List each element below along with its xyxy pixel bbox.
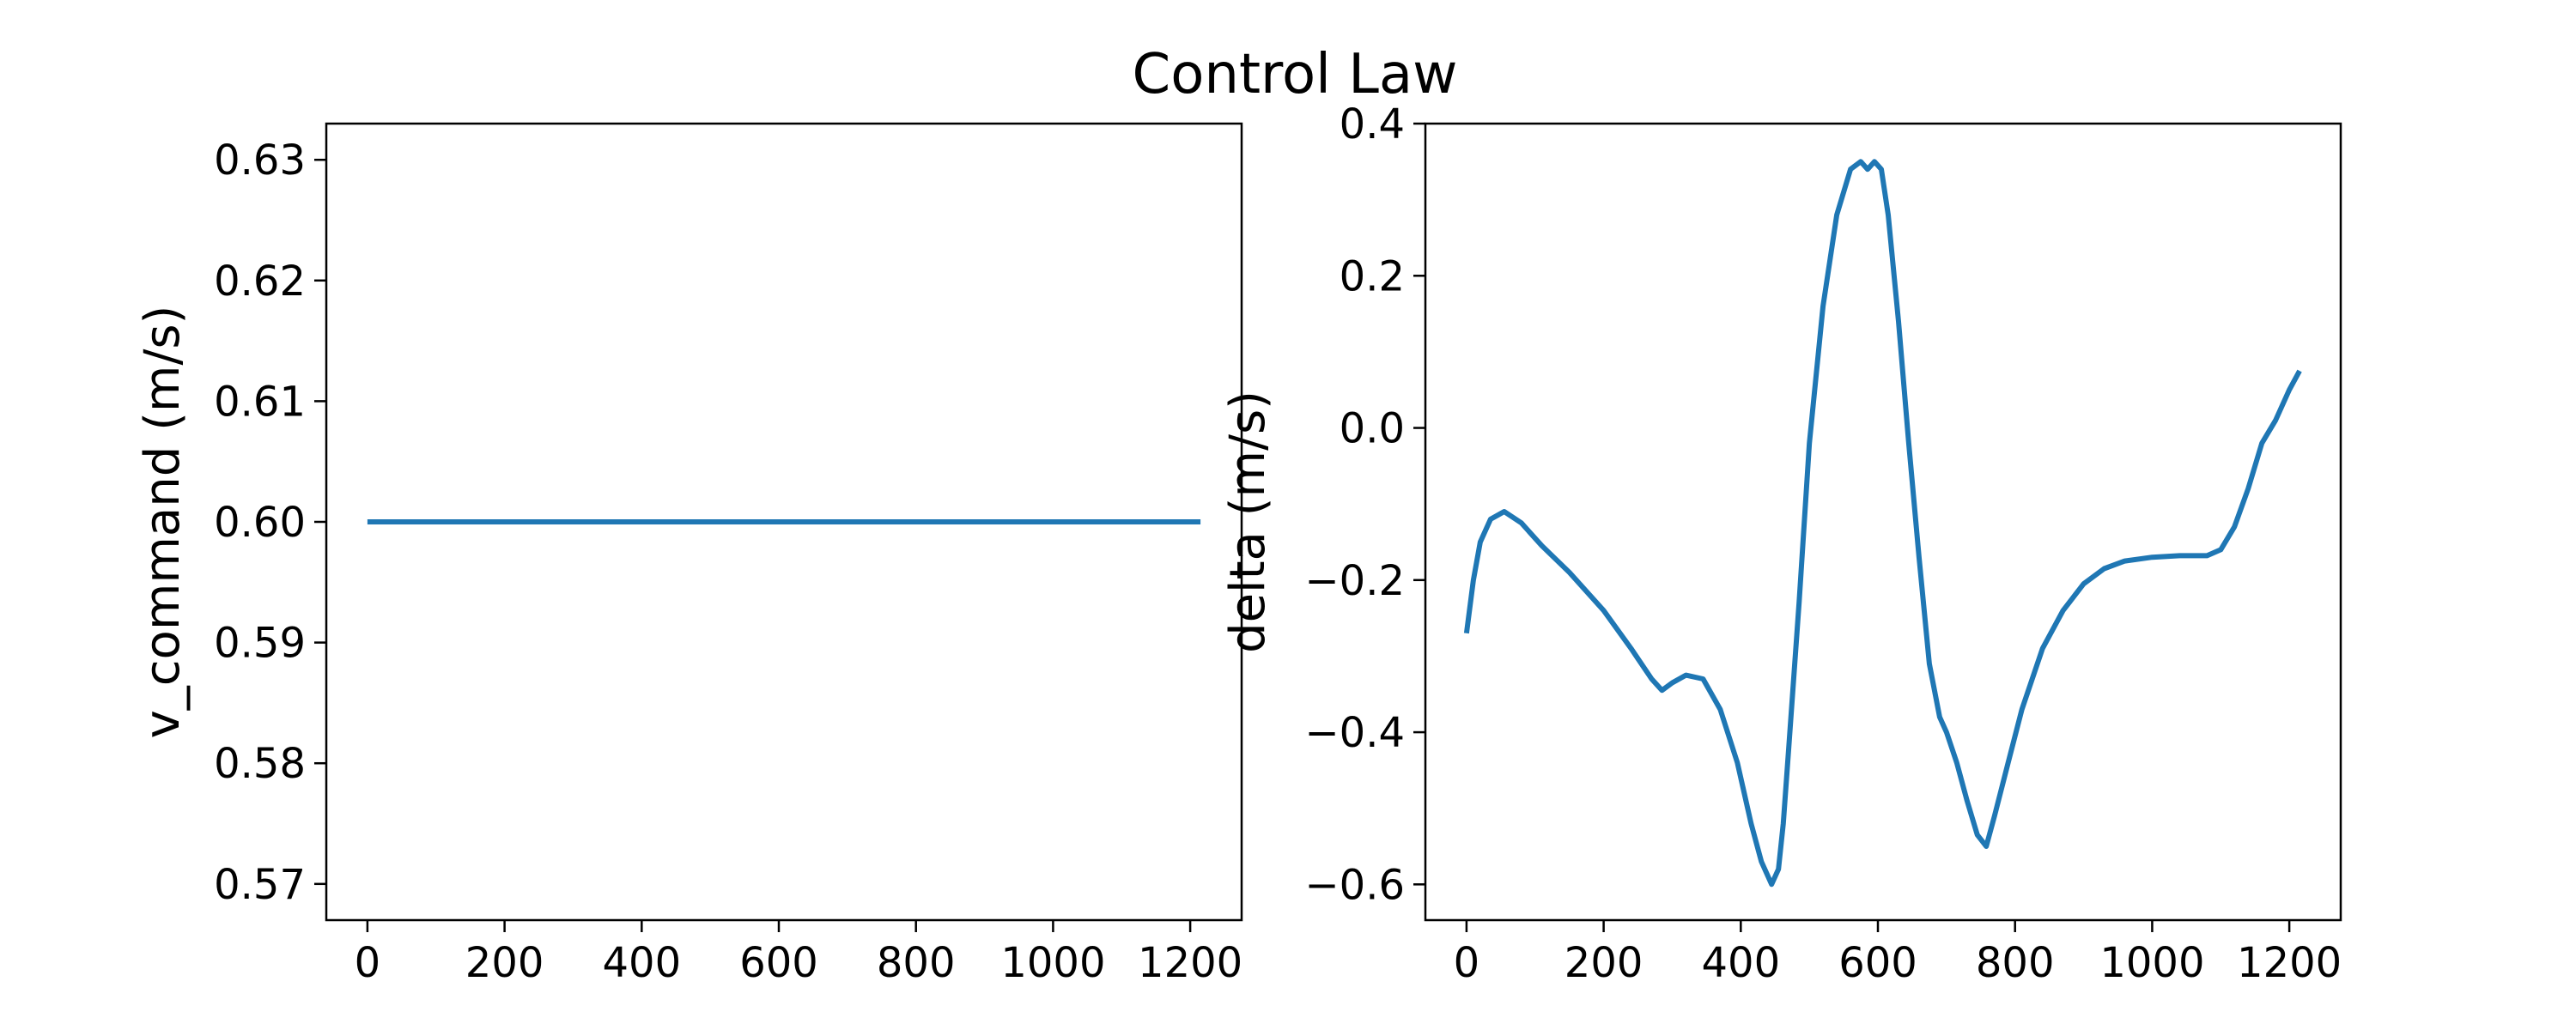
right-series-line-0 <box>1463 159 2302 888</box>
right-x-ticks: 0 200 400 600 800 1000 1200 <box>1454 920 2342 987</box>
right-y-tick-label: −0.6 <box>1304 861 1405 909</box>
right-y-tick-label: 0.4 <box>1340 100 1405 148</box>
right-y-tick-label: 0.2 <box>1340 252 1405 300</box>
left-y-tick-label: 0.63 <box>214 136 306 185</box>
right-x-tick-label: 1000 <box>2099 939 2204 987</box>
left-x-tick-label: 400 <box>602 939 681 987</box>
left-x-tick-label: 600 <box>739 939 818 987</box>
left-y-tick-label: 0.60 <box>214 499 306 547</box>
left-x-tick-label: 200 <box>465 939 544 987</box>
left-y-tick-label: 0.62 <box>214 258 306 306</box>
left-x-tick-label: 800 <box>877 939 956 987</box>
right-panel: 0 200 400 600 800 1000 1200 −0.6 −0.4 −0.2 0.0 0.2… <box>1220 100 2342 987</box>
right-x-tick-label: 800 <box>1976 939 2055 987</box>
left-y-tick-label: 0.61 <box>214 378 306 426</box>
left-y-axis-label: v_command (m/s) <box>135 306 191 739</box>
left-y-tick-label: 0.57 <box>214 861 306 909</box>
left-y-ticks: 0.57 0.58 0.59 0.60 0.61 0.62 0.63 <box>214 136 326 909</box>
left-x-ticks: 0 200 400 600 800 1000 1200 <box>355 920 1242 987</box>
right-x-tick-label: 1200 <box>2237 939 2342 987</box>
right-plot-area <box>1463 159 2302 888</box>
left-x-tick-label: 0 <box>355 939 381 987</box>
right-y-tick-label: −0.2 <box>1304 557 1405 605</box>
right-y-axis-label: delta (m/s) <box>1220 391 1276 653</box>
right-x-tick-label: 400 <box>1701 939 1780 987</box>
right-y-tick-label: −0.4 <box>1304 709 1405 757</box>
left-y-tick-label: 0.59 <box>214 620 306 668</box>
figure-title: Control Law <box>1133 43 1458 106</box>
right-x-tick-label: 0 <box>1454 939 1480 987</box>
right-x-tick-label: 200 <box>1564 939 1643 987</box>
right-axes-frame <box>1424 122 2342 922</box>
left-panel: 0 200 400 600 800 1000 1200 0.570.580.590.600.… <box>135 122 1243 987</box>
left-y-tick-label: 0.58 <box>214 740 306 788</box>
right-x-tick-label: 600 <box>1838 939 1917 987</box>
left-x-tick-label: 1000 <box>1000 939 1105 987</box>
right-y-ticks: −0.6 −0.4 −0.2 0.0 0.2 0.4 <box>1304 100 1425 909</box>
right-y-tick-label: 0.0 <box>1340 405 1405 453</box>
left-x-tick-label: 1200 <box>1138 939 1242 987</box>
